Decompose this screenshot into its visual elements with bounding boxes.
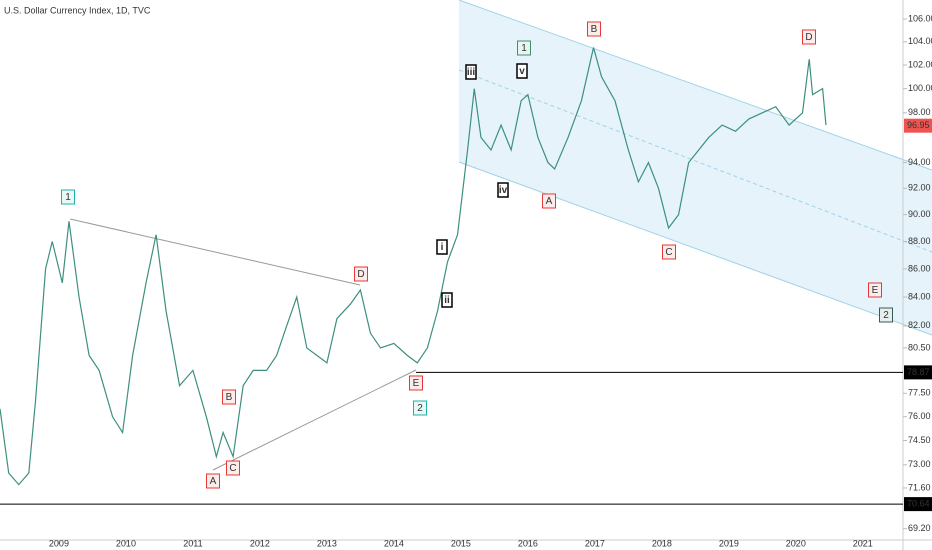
y-tick-label: 98.00	[908, 107, 931, 117]
x-tick-label: 2012	[250, 538, 270, 548]
channel-fill	[459, 0, 932, 335]
annotation: B	[591, 24, 598, 35]
x-tick-label: 2011	[183, 538, 202, 548]
annotation-box	[409, 375, 423, 391]
annotation: 2	[883, 310, 889, 321]
annotation: i	[441, 242, 444, 253]
annotation: iii	[467, 67, 476, 78]
y-tick-label: 69.20	[908, 523, 931, 533]
x-tick-label: 2016	[518, 538, 538, 548]
annotation: v	[519, 66, 525, 77]
channel-top	[458, 0, 932, 171]
annotation-box	[662, 244, 676, 260]
price-label-bg	[904, 365, 932, 380]
annotation-box	[226, 460, 240, 476]
annotation: 1	[65, 192, 71, 203]
annotation: B	[226, 392, 233, 403]
annotation: C	[229, 463, 236, 474]
y-tick-label: 73.00	[908, 459, 931, 469]
channel-mid	[458, 69, 932, 253]
annotation: E	[413, 378, 420, 389]
annotation-box	[222, 389, 236, 405]
x-tick-label: 2020	[786, 538, 806, 548]
annotation-box	[868, 282, 882, 298]
y-tick-label: 84.00	[908, 291, 931, 301]
y-tick-label: 80.50	[908, 342, 931, 352]
channel-bottom	[458, 161, 932, 336]
annotation-box	[441, 292, 453, 308]
price-label-bg	[904, 497, 932, 512]
chart-title: U.S. Dollar Currency Index, 1D, TVC	[4, 5, 151, 15]
annotation: E	[872, 285, 879, 296]
annotation: D	[357, 269, 364, 280]
annotation-box	[542, 193, 556, 209]
annotation-box	[516, 63, 528, 79]
annotation: 1	[521, 43, 527, 54]
annotation-box	[497, 182, 509, 198]
x-tick-label: 2010	[116, 538, 136, 548]
price-label: 78.87	[907, 367, 930, 377]
y-tick-label: 104.00	[908, 36, 932, 46]
price-label: 96.95	[907, 120, 930, 130]
annotation-box	[436, 239, 448, 255]
annotation: ii	[444, 295, 450, 306]
x-tick-label: 2009	[49, 538, 69, 548]
y-tick-label: 88.00	[908, 236, 931, 246]
triangle-bottom	[212, 369, 417, 471]
y-tick-label: 100.00	[908, 83, 932, 93]
x-tick-label: 2014	[384, 538, 404, 548]
y-tick-label: 94.00	[908, 157, 931, 167]
y-tick-label: 76.00	[908, 411, 931, 421]
annotation-box	[465, 64, 477, 80]
triangle-top	[69, 218, 361, 286]
annotation-box	[802, 29, 816, 45]
y-tick-label: 90.00	[908, 209, 931, 219]
annotation: A	[546, 196, 553, 207]
price-line	[0, 47, 827, 486]
annotation-box	[879, 307, 893, 323]
annotation-box	[61, 189, 75, 205]
x-tick-label: 2013	[317, 538, 337, 548]
y-tick-label: 86.00	[908, 263, 931, 273]
annotation: A	[210, 476, 217, 487]
y-tick-label: 82.00	[908, 320, 931, 330]
y-tick-label: 102.00	[908, 59, 932, 69]
annotation: D	[805, 32, 812, 43]
annotation-box	[587, 21, 601, 37]
y-tick-label: 92.00	[908, 183, 931, 193]
y-tick-label: 74.50	[908, 435, 931, 445]
price-label: 70.64	[907, 498, 930, 508]
y-tick-label: 77.50	[908, 388, 931, 398]
annotation: iv	[499, 185, 508, 196]
price-label-bg	[904, 118, 932, 133]
y-tick-label: 71.60	[908, 482, 931, 492]
annotation-box	[206, 473, 220, 489]
x-tick-label: 2021	[853, 538, 873, 548]
annotation: 2	[417, 403, 423, 414]
x-tick-label: 2019	[719, 538, 739, 548]
x-tick-label: 2015	[451, 538, 471, 548]
annotation: C	[665, 247, 672, 258]
x-tick-label: 2018	[652, 538, 672, 548]
annotation-box	[517, 40, 531, 56]
annotation-box	[354, 266, 368, 282]
annotation-box	[413, 400, 427, 416]
x-tick-label: 2017	[585, 538, 605, 548]
y-tick-label: 106.00	[908, 13, 932, 23]
